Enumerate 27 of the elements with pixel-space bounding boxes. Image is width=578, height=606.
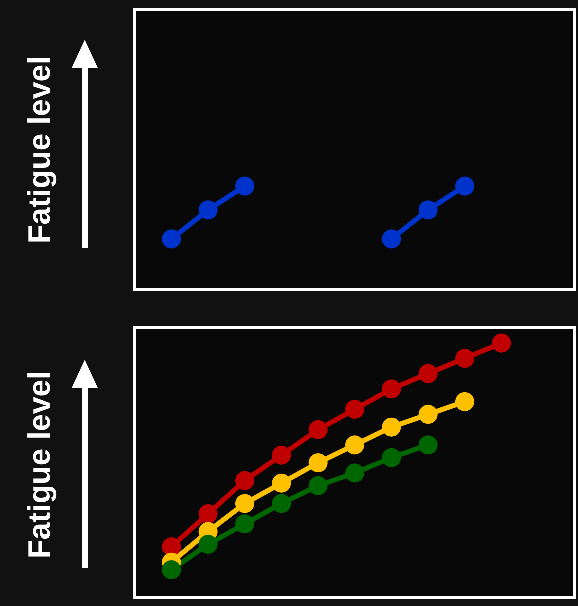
point: [456, 392, 474, 412]
point: [162, 560, 182, 580]
point: [418, 364, 438, 384]
point: [308, 420, 328, 440]
point: [272, 446, 292, 465]
point: [382, 380, 402, 399]
point: [272, 474, 292, 493]
point: [418, 436, 438, 455]
point: [346, 436, 364, 455]
point: [198, 535, 218, 554]
point: [382, 448, 402, 468]
y-axis-title: Fatigue level: [22, 371, 58, 559]
point: [456, 349, 474, 368]
point: [382, 418, 402, 437]
point: [272, 494, 292, 514]
y-axis-title: Fatigue level: [22, 56, 58, 244]
point: [346, 400, 364, 420]
point: [236, 471, 254, 490]
point: [418, 405, 438, 424]
point: [308, 476, 328, 496]
point: [346, 464, 364, 483]
point: [236, 514, 254, 534]
point: [198, 504, 218, 524]
point: [308, 454, 328, 472]
point: [236, 494, 254, 514]
point: [162, 538, 182, 557]
point: [492, 334, 512, 353]
